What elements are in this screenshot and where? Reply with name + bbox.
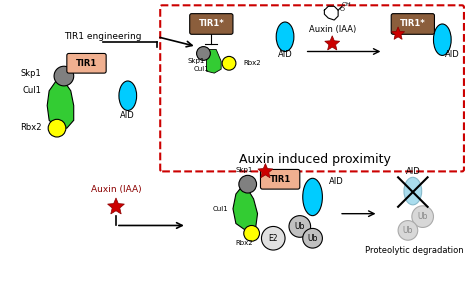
Text: Skp1: Skp1 xyxy=(235,167,253,173)
Circle shape xyxy=(54,66,74,86)
FancyBboxPatch shape xyxy=(190,14,233,34)
Circle shape xyxy=(244,225,259,241)
Ellipse shape xyxy=(404,177,422,205)
Text: Cul1: Cul1 xyxy=(22,86,41,95)
Text: Proteolytic degradation: Proteolytic degradation xyxy=(365,246,464,255)
FancyBboxPatch shape xyxy=(391,14,435,34)
Text: Auxin (IAA): Auxin (IAA) xyxy=(309,25,356,34)
Circle shape xyxy=(412,206,434,227)
Text: TIR1: TIR1 xyxy=(76,59,97,68)
Ellipse shape xyxy=(434,24,451,55)
Circle shape xyxy=(303,228,322,248)
Text: Ub: Ub xyxy=(403,226,413,235)
Text: AID: AID xyxy=(445,50,459,59)
Text: Auxin (IAA): Auxin (IAA) xyxy=(91,185,141,194)
Polygon shape xyxy=(47,81,74,128)
Text: TIR1: TIR1 xyxy=(270,175,291,184)
Text: AID: AID xyxy=(120,111,135,120)
FancyBboxPatch shape xyxy=(261,169,300,189)
Text: Rbx2: Rbx2 xyxy=(235,240,253,246)
Circle shape xyxy=(222,56,236,70)
Text: Ub: Ub xyxy=(418,212,428,221)
Text: TIR1 engineering: TIR1 engineering xyxy=(64,32,142,41)
Text: TIR1*: TIR1* xyxy=(400,19,426,29)
Circle shape xyxy=(398,221,418,240)
Circle shape xyxy=(48,119,66,137)
Polygon shape xyxy=(233,184,257,230)
Circle shape xyxy=(289,216,310,237)
Polygon shape xyxy=(325,36,340,50)
Text: Rbx2: Rbx2 xyxy=(244,60,261,66)
Ellipse shape xyxy=(276,22,294,51)
Text: Skp1: Skp1 xyxy=(20,68,41,78)
Text: Ub: Ub xyxy=(295,222,305,231)
FancyBboxPatch shape xyxy=(160,5,464,171)
Text: AID: AID xyxy=(278,50,292,59)
Polygon shape xyxy=(258,164,273,178)
Circle shape xyxy=(239,175,256,193)
Text: Ub: Ub xyxy=(307,234,318,243)
Text: Skp1: Skp1 xyxy=(188,58,205,64)
Polygon shape xyxy=(206,49,221,73)
Polygon shape xyxy=(108,198,124,214)
Text: O: O xyxy=(340,7,345,12)
Circle shape xyxy=(262,227,285,250)
Text: Cul1: Cul1 xyxy=(212,206,228,212)
Text: OH: OH xyxy=(342,2,352,7)
Text: Rbx2: Rbx2 xyxy=(20,123,41,132)
Polygon shape xyxy=(392,27,405,39)
Text: E2: E2 xyxy=(268,234,278,243)
Text: Auxin induced proximity: Auxin induced proximity xyxy=(238,153,391,166)
FancyBboxPatch shape xyxy=(67,53,106,73)
Text: AID: AID xyxy=(329,177,344,186)
Circle shape xyxy=(197,47,210,60)
Text: TIR1*: TIR1* xyxy=(199,19,224,29)
Text: Cul1: Cul1 xyxy=(193,66,210,72)
Text: AID: AID xyxy=(405,167,420,176)
Ellipse shape xyxy=(119,81,137,110)
Ellipse shape xyxy=(303,178,322,216)
